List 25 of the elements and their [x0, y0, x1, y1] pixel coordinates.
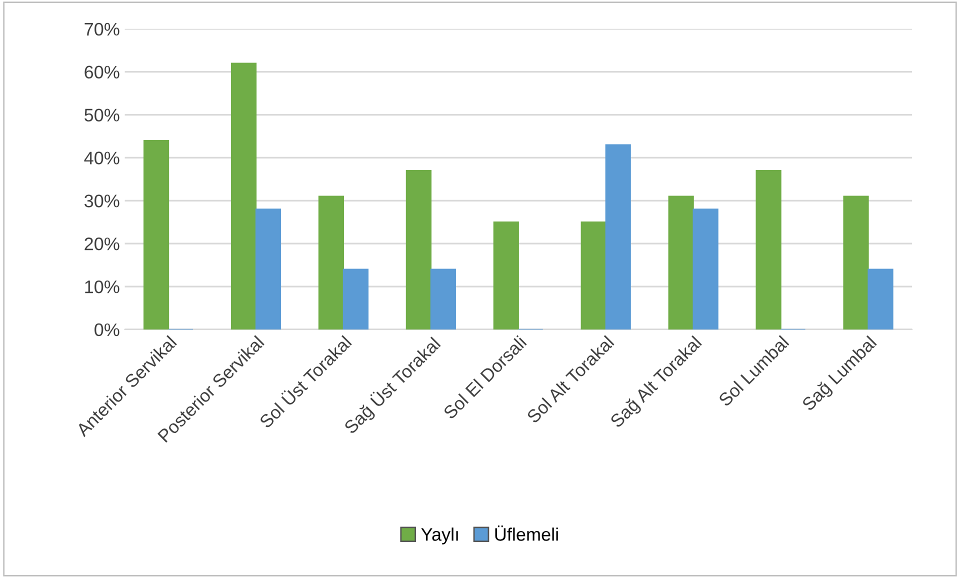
bar: [605, 144, 631, 330]
bar: [668, 196, 694, 330]
bar: [143, 140, 170, 330]
bar: [406, 170, 432, 330]
bar: [318, 196, 344, 330]
y-tick-label: 10%: [85, 280, 120, 294]
bar: [493, 222, 519, 330]
y-tick-label: 0%: [94, 323, 120, 336]
bar: [255, 208, 282, 330]
bar: [230, 62, 257, 330]
bar: [756, 170, 782, 330]
bar: [580, 222, 606, 330]
bar: [843, 196, 869, 330]
y-tick-label: 50%: [84, 108, 120, 122]
bar: [430, 268, 456, 330]
y-tick-label: 30%: [84, 194, 120, 208]
legend-label: Üflemeli: [495, 526, 558, 541]
y-tick-label: 70%: [84, 22, 120, 36]
bar: [868, 268, 894, 330]
y-tick-label: 60%: [84, 66, 120, 79]
y-tick-label: 40%: [84, 152, 120, 164]
bar: [342, 268, 369, 330]
legend-label: Yaylı: [421, 528, 458, 544]
bar: [692, 208, 718, 330]
y-tick-label: 20%: [84, 238, 120, 250]
